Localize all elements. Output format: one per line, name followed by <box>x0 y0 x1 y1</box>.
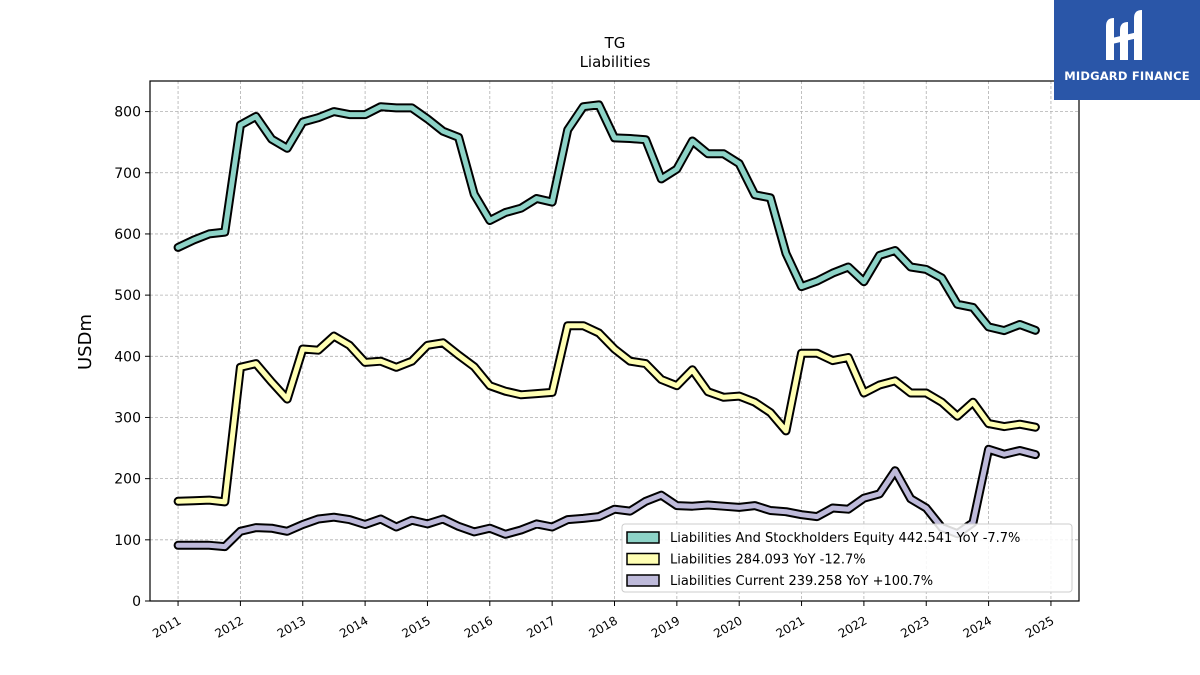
x-tick-label: 2020 <box>711 613 744 640</box>
x-tick-label: 2018 <box>587 613 620 640</box>
x-tick-label: 2025 <box>1023 613 1056 640</box>
brand-name: MIDGARD FINANCE <box>1064 69 1190 83</box>
x-tick-label: 2014 <box>337 613 370 640</box>
x-tick-label: 2024 <box>961 613 994 640</box>
y-tick-label: 100 <box>114 533 141 549</box>
x-tick-label: 2023 <box>898 613 931 640</box>
y-tick-label: 300 <box>114 410 141 426</box>
legend-swatch <box>626 574 660 587</box>
x-tick-label: 2019 <box>649 613 682 640</box>
brand-logo: MIDGARD FINANCE <box>1054 0 1200 100</box>
series-layer <box>173 100 1040 552</box>
x-axis-ticks: 2011 2012 2013 2014 2015 2016 2017 2018 2019 2020… <box>150 601 1056 641</box>
y-axis-label: USDm <box>75 314 96 370</box>
x-tick-label: 2016 <box>462 613 495 640</box>
x-tick-label: 2017 <box>524 613 557 640</box>
legend-swatch <box>626 552 660 566</box>
series-line-2 <box>175 323 1038 505</box>
legend-swatch <box>626 531 660 544</box>
x-tick-label: 2011 <box>150 613 183 640</box>
y-tick-label: 200 <box>114 472 141 488</box>
x-tick-label: 2022 <box>836 613 869 640</box>
chart-title: TG <box>604 34 626 52</box>
x-tick-label: 2012 <box>212 613 245 640</box>
midgard-logo-icon <box>1106 10 1142 60</box>
y-tick-label: 500 <box>114 288 141 304</box>
x-tick-label: 2021 <box>774 613 807 640</box>
y-tick-label: 800 <box>114 105 141 121</box>
chart-subtitle: Liabilities <box>580 53 651 71</box>
legend-box <box>621 523 1073 593</box>
legend-label: Liabilities 284.093 YoY -12.7% <box>670 553 866 568</box>
legend: Liabilities And Stockholders Equity 442.… <box>621 523 1073 593</box>
series-line-1 <box>175 102 1038 334</box>
y-tick-label: 700 <box>114 166 141 182</box>
x-tick-label: 2013 <box>275 613 308 640</box>
y-tick-label: 0 <box>132 594 141 610</box>
y-tick-label: 400 <box>114 349 141 365</box>
series-line-outline-1 <box>173 100 1040 336</box>
x-tick-label: 2015 <box>399 613 432 640</box>
legend-label: Liabilities Current 239.258 YoY +100.7% <box>670 574 933 589</box>
legend-label: Liabilities And Stockholders Equity 442.… <box>670 531 1020 546</box>
series-line-outline-2 <box>173 321 1040 507</box>
series-line-3 <box>175 446 1038 550</box>
y-axis-ticks: 0 100 200 300 400 500 600 700 800 <box>114 105 150 610</box>
y-tick-label: 600 <box>114 227 141 243</box>
